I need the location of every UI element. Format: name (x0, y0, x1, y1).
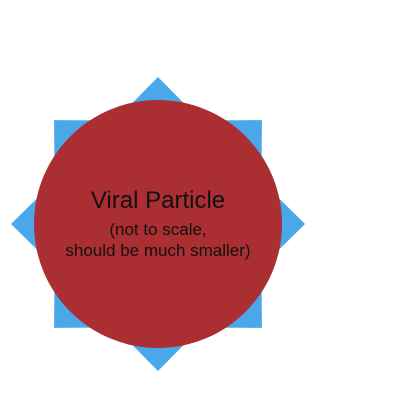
particle-note-line-1: (not to scale, (109, 220, 206, 239)
particle-title: Viral Particle (91, 187, 225, 214)
particle-note-line-2: should be much smaller) (65, 241, 250, 260)
viral-particle-body (34, 100, 282, 348)
